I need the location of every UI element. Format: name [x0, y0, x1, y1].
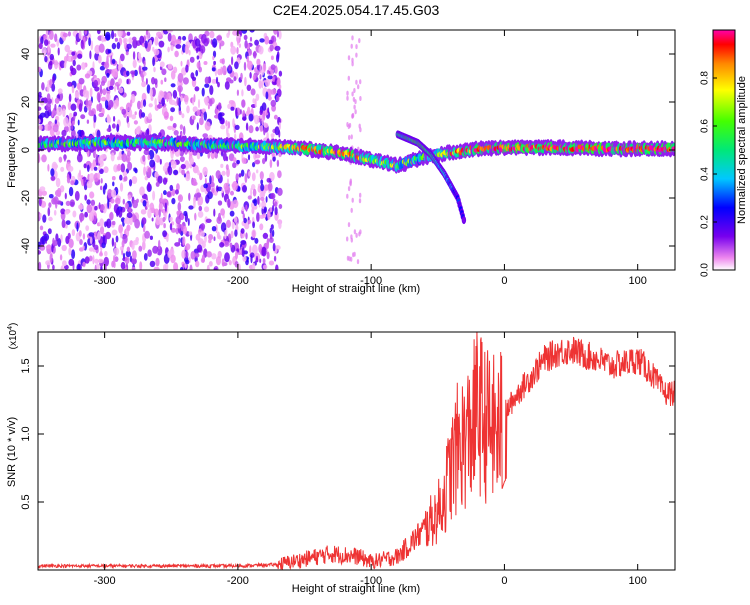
- y-tick-label: 1.5: [20, 358, 32, 373]
- y-tick-label: 40: [20, 48, 32, 60]
- colorbar-tick-label: 0.4: [700, 167, 711, 181]
- x-tick-label: -100: [360, 575, 382, 587]
- spectrogram-y-ticks: -40 -20 0 20 40: [20, 48, 675, 254]
- snr-x-ticks: -300 -200 -100 0 100: [94, 332, 647, 587]
- x-tick-label: -300: [94, 275, 116, 287]
- colorbar-tick-label: 0.6: [700, 119, 711, 133]
- snr-y-ticks: 0.5 1.0 1.5: [20, 358, 675, 510]
- colorbar-tick-label: 0.8: [700, 71, 711, 85]
- snr-y-multiplier: (x104): [7, 323, 19, 350]
- colorbar-gradient: [712, 29, 736, 271]
- snr-y-label: SNR (10 * v/v): [6, 417, 18, 487]
- y-tick-label: 0.5: [20, 494, 32, 509]
- x-tick-label: 0: [501, 275, 507, 287]
- colorbar-ticks: 0.0 0.2 0.4 0.6 0.8: [700, 71, 717, 277]
- spectrogram-y-label: Frequency (Hz): [6, 112, 18, 188]
- colorbar-tick-label: 0.2: [700, 215, 711, 229]
- snr-panel: -300 -200 -100 0 100 0.5 1.0 1.5 Height of str…: [6, 323, 676, 595]
- y-tick-label: -40: [20, 238, 32, 254]
- x-tick-label: -100: [360, 275, 382, 287]
- x-tick-label: 0: [501, 575, 507, 587]
- y-tick-label: 1.0: [20, 426, 32, 441]
- x-tick-label: -200: [227, 575, 249, 587]
- x-tick-label: 100: [629, 275, 647, 287]
- spectrogram-image: [38, 30, 675, 270]
- spectrogram-x-label: Height of straight line (km): [292, 283, 420, 295]
- spectrogram-x-ticks: -300 -200 -100 0 100: [94, 30, 647, 287]
- x-tick-label: 100: [629, 575, 647, 587]
- snr-x-label: Height of straight line (km): [292, 583, 420, 595]
- colorbar: 0.0 0.2 0.4 0.6 0.8 Normalized spectral ampl…: [700, 29, 748, 277]
- x-tick-label: -200: [227, 275, 249, 287]
- y-tick-label: -20: [20, 190, 32, 206]
- y-tick-label: 0: [20, 147, 32, 153]
- colorbar-label: Normalized spectral amplitude: [736, 76, 748, 224]
- y-tick-label: 20: [20, 96, 32, 108]
- snr-frame: [37, 331, 676, 571]
- figure-title: C2E4.2025.054.17.45.G03: [273, 2, 440, 18]
- colorbar-tick-label: 0.0: [700, 263, 711, 277]
- x-tick-label: -300: [94, 575, 116, 587]
- snr-series-line: [38, 332, 675, 570]
